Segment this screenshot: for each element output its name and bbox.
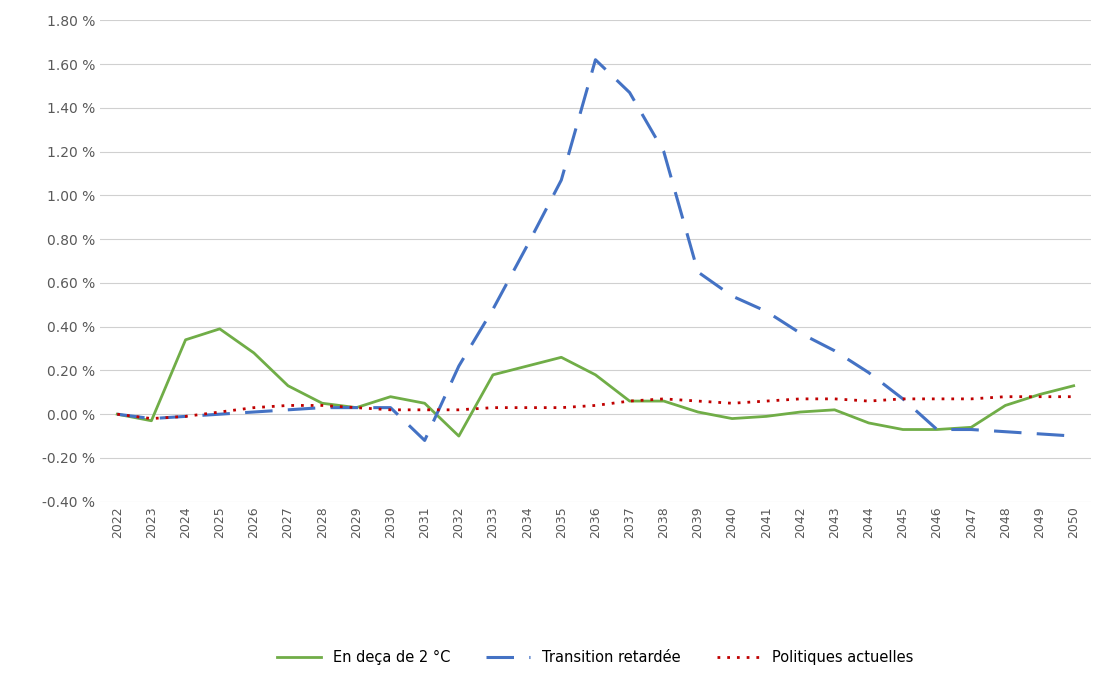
En deça de 2 °C (965, 423, 978, 431)
Transition retardée (863, 369, 876, 377)
En deça de 2 °C (486, 371, 500, 379)
En deça de 2 °C (794, 408, 807, 416)
Politiques actuelles (521, 403, 534, 412)
Politiques actuelles (1067, 393, 1081, 401)
Transition retardée (589, 56, 602, 64)
En deça de 2 °C (726, 414, 739, 422)
En deça de 2 °C (998, 401, 1012, 410)
En deça de 2 °C (1033, 391, 1046, 399)
Legend: En deça de 2 °C, Transition retardée, Politiques actuelles: En deça de 2 °C, Transition retardée, Po… (272, 644, 919, 671)
Politiques actuelles (315, 401, 328, 410)
Politiques actuelles (349, 403, 363, 412)
Politiques actuelles (726, 399, 739, 407)
Politiques actuelles (930, 395, 944, 403)
Politiques actuelles (691, 397, 705, 405)
En deça de 2 °C (384, 393, 397, 401)
Transition retardée (452, 362, 465, 370)
En deça de 2 °C (315, 399, 328, 407)
Transition retardée (213, 410, 226, 418)
En deça de 2 °C (930, 426, 944, 434)
En deça de 2 °C (828, 405, 841, 414)
Politiques actuelles (657, 395, 670, 403)
Politiques actuelles (486, 403, 500, 412)
Line: En deça de 2 °C: En deça de 2 °C (117, 329, 1074, 436)
En deça de 2 °C (521, 362, 534, 370)
En deça de 2 °C (623, 397, 637, 405)
Politiques actuelles (965, 395, 978, 403)
En deça de 2 °C (896, 426, 909, 434)
Politiques actuelles (623, 397, 637, 405)
Transition retardée (145, 414, 158, 422)
En deça de 2 °C (589, 371, 602, 379)
En deça de 2 °C (179, 336, 193, 344)
En deça de 2 °C (863, 419, 876, 427)
Politiques actuelles (998, 393, 1012, 401)
En deça de 2 °C (213, 325, 226, 333)
Transition retardée (965, 426, 978, 434)
Transition retardée (349, 403, 363, 412)
Transition retardée (726, 292, 739, 300)
Politiques actuelles (554, 403, 568, 412)
Transition retardée (282, 405, 295, 414)
Transition retardée (554, 176, 568, 184)
Transition retardée (930, 426, 944, 434)
Transition retardée (247, 408, 260, 416)
Line: Politiques actuelles: Politiques actuelles (117, 397, 1074, 418)
En deça de 2 °C (110, 410, 124, 418)
En deça de 2 °C (349, 403, 363, 412)
Transition retardée (315, 403, 328, 412)
En deça de 2 °C (759, 412, 772, 420)
Politiques actuelles (1033, 393, 1046, 401)
Politiques actuelles (589, 401, 602, 410)
Politiques actuelles (863, 397, 876, 405)
Transition retardée (1067, 432, 1081, 440)
Politiques actuelles (759, 397, 772, 405)
Transition retardée (794, 329, 807, 337)
Transition retardée (110, 410, 124, 418)
En deça de 2 °C (282, 382, 295, 390)
Transition retardée (998, 428, 1012, 436)
En deça de 2 °C (1067, 382, 1081, 390)
Politiques actuelles (896, 395, 909, 403)
Transition retardée (759, 307, 772, 315)
Politiques actuelles (110, 410, 124, 418)
En deça de 2 °C (452, 432, 465, 440)
Politiques actuelles (384, 405, 397, 414)
Politiques actuelles (418, 405, 432, 414)
Transition retardée (384, 403, 397, 412)
Politiques actuelles (213, 408, 226, 416)
En deça de 2 °C (691, 408, 705, 416)
Politiques actuelles (794, 395, 807, 403)
Politiques actuelles (828, 395, 841, 403)
En deça de 2 °C (247, 349, 260, 357)
Transition retardée (828, 346, 841, 355)
Politiques actuelles (247, 403, 260, 412)
En deça de 2 °C (145, 417, 158, 425)
En deça de 2 °C (418, 399, 432, 407)
En deça de 2 °C (657, 397, 670, 405)
Transition retardée (418, 437, 432, 445)
Transition retardée (521, 241, 534, 250)
Transition retardée (896, 395, 909, 403)
Line: Transition retardée: Transition retardée (117, 60, 1074, 441)
Transition retardée (691, 268, 705, 276)
Transition retardée (657, 148, 670, 156)
Politiques actuelles (452, 405, 465, 414)
Politiques actuelles (282, 401, 295, 410)
Transition retardée (179, 412, 193, 420)
Politiques actuelles (179, 412, 193, 420)
Transition retardée (486, 305, 500, 313)
Politiques actuelles (145, 414, 158, 422)
Transition retardée (1033, 430, 1046, 438)
En deça de 2 °C (554, 353, 568, 361)
Transition retardée (623, 89, 637, 97)
